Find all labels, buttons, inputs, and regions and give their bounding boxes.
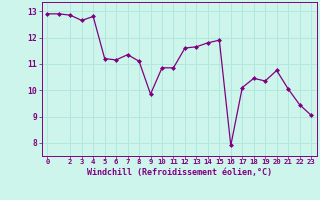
X-axis label: Windchill (Refroidissement éolien,°C): Windchill (Refroidissement éolien,°C) xyxy=(87,168,272,177)
